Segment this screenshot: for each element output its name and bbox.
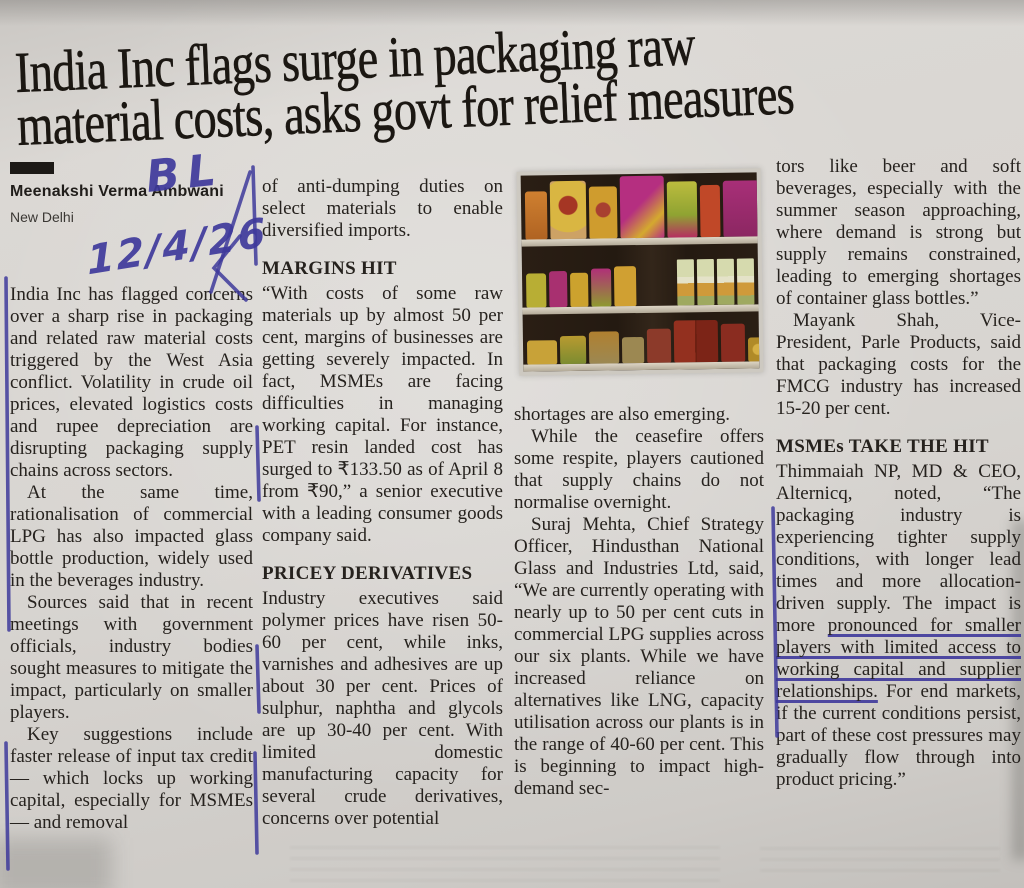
paragraph: shortages are also emerging. [514,404,730,425]
headline: India Inc flags surge in packaging raw m… [13,5,1024,158]
scan-shadow-top [0,0,1024,26]
subhead-margins-hit: MARGINS HIT [262,258,397,279]
byline-location: New Delhi [10,209,74,225]
photo-shelf-middle [522,244,759,315]
article-photo-store-shelves [516,168,764,376]
byline-author: Meenakshi Verma Ambwani [10,183,224,200]
subhead-msmes-take-the-hit: MSMEs TAKE THE HIT [776,436,989,457]
paragraph: Industry executives said polymer prices … [262,588,503,829]
print-bleedthrough [760,842,1000,872]
paragraph: Suraj Mehta, Chief Strategy Officer, Hin… [514,514,764,799]
paragraph: of anti-dumping duties on select materia… [262,176,503,241]
photo-shelf-bottom [523,311,760,372]
column-4: tors like beer and soft beverages, espec… [776,156,1021,791]
paragraph: Key suggestions include faster release o… [10,724,253,833]
pen-line-col2-left-low [255,644,261,714]
quote-text: Thimmaiah NP, MD & CEO, Alternicq, noted… [776,461,1021,636]
column-2: of anti-dumping duties on select materia… [262,176,503,830]
column-1: Meenakshi Verma Ambwani New Delhi India … [10,162,253,834]
print-bleedthrough [290,846,720,882]
paragraph: “With costs of some raw materials up by … [262,283,503,546]
column-3: shortages are also emerging. While the c… [514,162,764,800]
pen-line-col2-left-mid [255,425,261,502]
paragraph: Thimmaiah NP, MD & CEO, Alternicq, noted… [776,461,1021,791]
photo-shelves-scene [520,172,760,372]
paragraph: Mayank Shah, Vice-President, Parle Produ… [776,310,1021,419]
paragraph: Sources said that in recent meetings wit… [10,592,253,723]
byline-marker [10,162,54,174]
paragraph: tors like beer and soft beverages, espec… [776,156,1021,309]
photo-shelf-top [521,172,760,247]
pen-line-col1-left-upper [4,276,11,632]
pen-underlined-text: pronounced for smaller players with limi… [776,615,1021,702]
scan-shadow-right [1012,520,1024,860]
subhead-pricey-derivatives: PRICEY DERIVATIVES [262,563,473,584]
handwritten-source-mark: BL [143,144,227,203]
byline: Meenakshi Verma Ambwani New Delhi [10,162,253,228]
paragraph: At the same time, rationalisation of com… [10,482,253,591]
quote-text: For end markets, if the current conditio… [776,681,1021,790]
pen-line-col2-left-bottom [253,751,259,855]
scan-shadow-bottom-left [0,838,112,888]
paragraph: While the ceasefire offers some respite,… [514,426,764,513]
paragraph: India Inc has flagged concerns over a sh… [10,284,253,481]
